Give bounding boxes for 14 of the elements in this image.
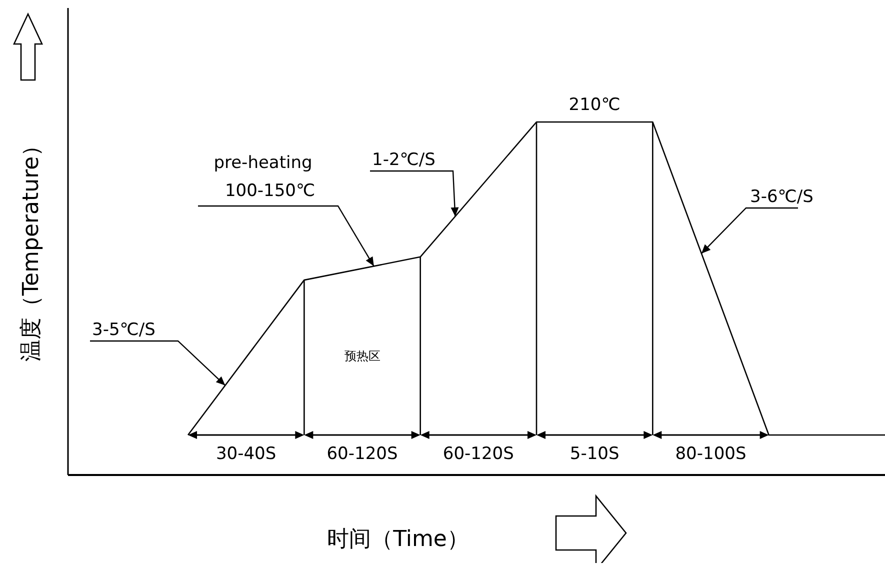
text: 30-40S — [216, 444, 276, 464]
annotation: 1-2℃/S — [372, 150, 436, 170]
annotation: 预热区 — [344, 349, 380, 363]
text: 5-10S — [570, 444, 620, 464]
annotation: pre-heating — [214, 153, 312, 173]
text: 60-120S — [442, 444, 514, 464]
text: 60-120S — [326, 444, 398, 464]
text: 210℃ — [568, 95, 620, 115]
annotation: 3-5℃/S — [92, 320, 156, 340]
annotation: 100-150℃ — [224, 181, 316, 201]
x-axis-title: 时间（Time） — [327, 527, 469, 552]
text: 80-100S — [675, 444, 746, 464]
y-axis-title: 温度（Temperature） — [19, 134, 44, 362]
annotation: 3-6℃/S — [750, 187, 814, 207]
